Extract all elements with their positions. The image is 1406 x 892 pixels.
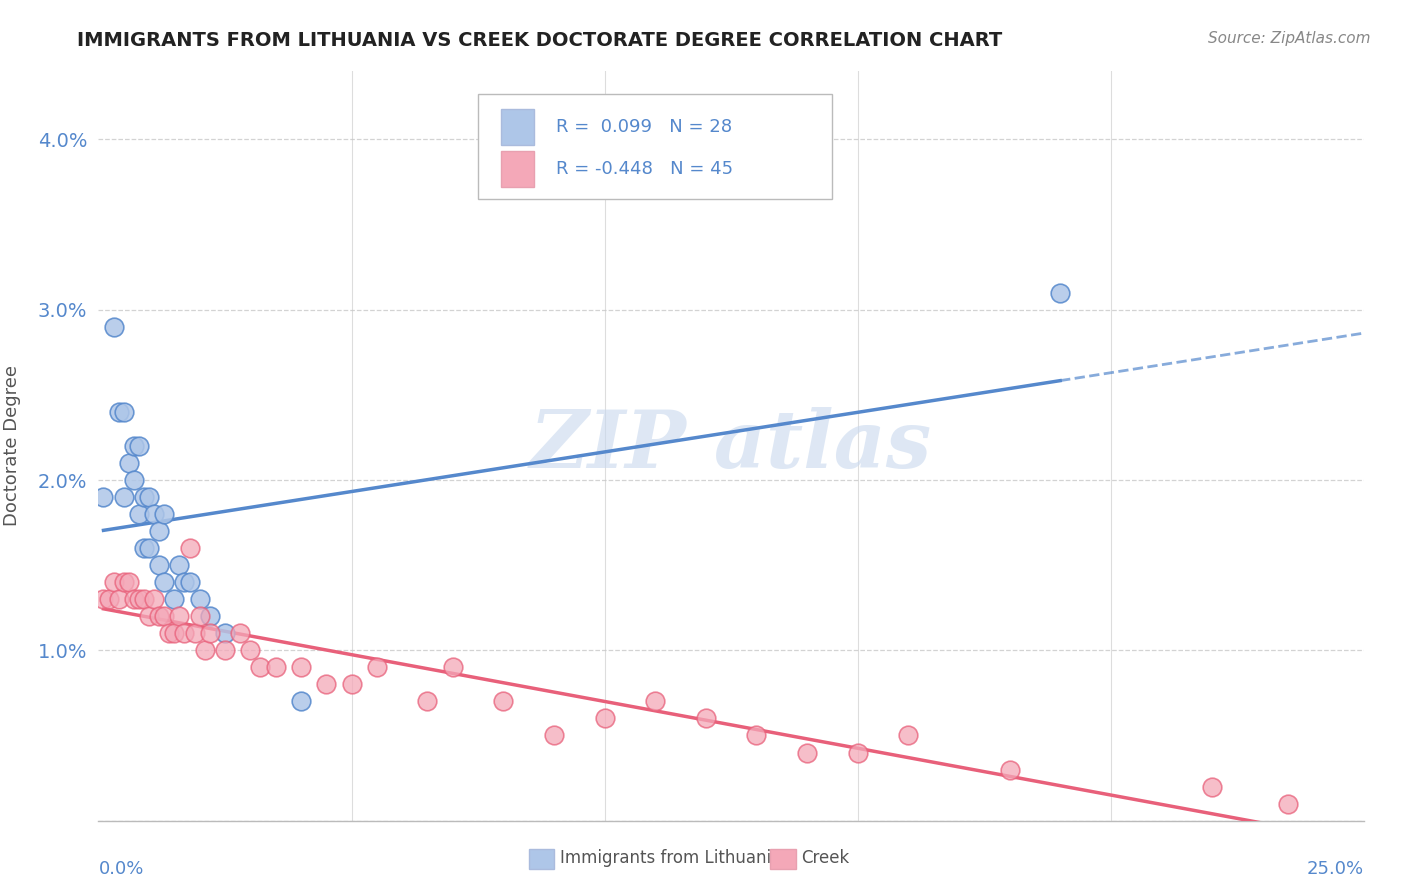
Point — [153, 575, 176, 590]
Point — [112, 405, 135, 419]
Point — [132, 541, 155, 556]
Point — [138, 541, 160, 556]
Point — [138, 490, 160, 504]
Text: ZIP atlas: ZIP atlas — [530, 408, 932, 484]
FancyBboxPatch shape — [501, 152, 534, 187]
Point — [157, 626, 180, 640]
Point — [998, 763, 1021, 777]
Point — [128, 507, 150, 521]
Point — [169, 609, 191, 624]
Point — [290, 660, 312, 674]
Text: R =  0.099   N = 28: R = 0.099 N = 28 — [557, 119, 733, 136]
Point — [745, 729, 768, 743]
Point — [492, 694, 515, 708]
Point — [340, 677, 363, 691]
Point — [107, 592, 129, 607]
Text: Creek: Creek — [801, 849, 849, 867]
Point — [132, 490, 155, 504]
Point — [1049, 285, 1071, 300]
Point — [148, 558, 170, 573]
Point — [143, 592, 166, 607]
FancyBboxPatch shape — [478, 94, 832, 199]
Point — [103, 319, 125, 334]
Point — [93, 592, 115, 607]
Point — [163, 592, 186, 607]
Point — [118, 575, 141, 590]
Point — [194, 643, 217, 657]
Point — [315, 677, 337, 691]
Point — [1201, 780, 1223, 794]
Point — [796, 746, 818, 760]
Point — [173, 626, 195, 640]
Point — [173, 575, 195, 590]
Point — [122, 592, 145, 607]
Point — [103, 575, 125, 590]
Point — [128, 439, 150, 453]
Point — [122, 439, 145, 453]
Point — [93, 490, 115, 504]
Point — [249, 660, 271, 674]
Point — [290, 694, 312, 708]
Point — [179, 541, 201, 556]
Point — [846, 746, 869, 760]
Text: IMMIGRANTS FROM LITHUANIA VS CREEK DOCTORATE DEGREE CORRELATION CHART: IMMIGRANTS FROM LITHUANIA VS CREEK DOCTO… — [77, 31, 1002, 50]
Point — [897, 729, 920, 743]
Point — [112, 490, 135, 504]
Text: Immigrants from Lithuania: Immigrants from Lithuania — [560, 849, 780, 867]
Point — [118, 456, 141, 470]
Point — [593, 711, 616, 725]
Text: Source: ZipAtlas.com: Source: ZipAtlas.com — [1208, 31, 1371, 46]
Point — [441, 660, 464, 674]
Text: 0.0%: 0.0% — [98, 860, 143, 878]
Point — [695, 711, 717, 725]
Point — [416, 694, 439, 708]
FancyBboxPatch shape — [501, 110, 534, 145]
Point — [122, 473, 145, 487]
Point — [366, 660, 388, 674]
Point — [128, 592, 150, 607]
Point — [179, 575, 201, 590]
Point — [132, 592, 155, 607]
Point — [198, 609, 221, 624]
Point — [107, 405, 129, 419]
Point — [138, 609, 160, 624]
Point — [188, 592, 211, 607]
Point — [169, 558, 191, 573]
Point — [183, 626, 205, 640]
Point — [188, 609, 211, 624]
Point — [97, 592, 120, 607]
Y-axis label: Doctorate Degree: Doctorate Degree — [3, 366, 21, 526]
Text: 25.0%: 25.0% — [1306, 860, 1364, 878]
Point — [264, 660, 287, 674]
Point — [644, 694, 666, 708]
Point — [148, 524, 170, 538]
Point — [153, 609, 176, 624]
Point — [143, 507, 166, 521]
Point — [112, 575, 135, 590]
Point — [543, 729, 565, 743]
Point — [148, 609, 170, 624]
Point — [239, 643, 262, 657]
Text: R = -0.448   N = 45: R = -0.448 N = 45 — [557, 161, 734, 178]
Point — [163, 626, 186, 640]
Point — [198, 626, 221, 640]
Point — [214, 626, 236, 640]
Point — [153, 507, 176, 521]
Point — [1277, 797, 1299, 811]
Point — [214, 643, 236, 657]
Point — [229, 626, 252, 640]
